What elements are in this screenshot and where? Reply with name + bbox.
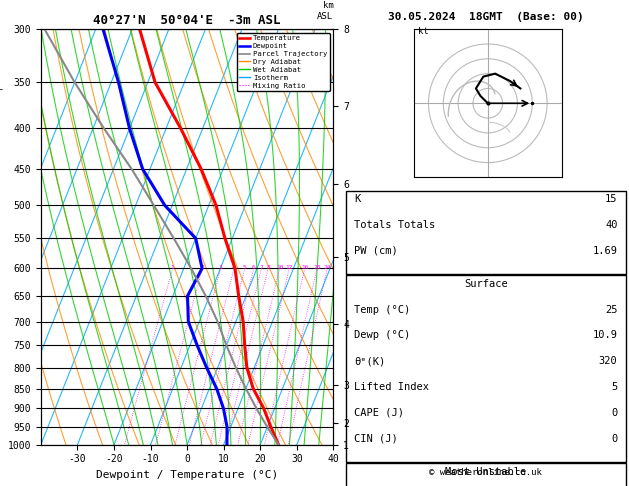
Text: Most Unstable: Most Unstable — [445, 467, 526, 477]
Text: 1.69: 1.69 — [593, 246, 618, 256]
Text: PW (cm): PW (cm) — [354, 246, 398, 256]
Title: 40°27'N  50°04'E  -3m ASL: 40°27'N 50°04'E -3m ASL — [93, 14, 281, 27]
Text: 3: 3 — [219, 265, 223, 271]
Bar — [346, 463, 626, 486]
X-axis label: Dewpoint / Temperature (°C): Dewpoint / Temperature (°C) — [96, 470, 278, 480]
Text: 24: 24 — [323, 265, 331, 271]
Y-axis label: hPa: hPa — [0, 227, 2, 247]
Text: 320: 320 — [599, 356, 618, 366]
Legend: Temperature, Dewpoint, Parcel Trajectory, Dry Adiabat, Wet Adiabat, Isotherm, Mi: Temperature, Dewpoint, Parcel Trajectory… — [237, 33, 330, 91]
Text: km
ASL: km ASL — [317, 1, 333, 21]
Text: 16: 16 — [301, 265, 308, 271]
Text: K: K — [354, 194, 360, 205]
Bar — [346, 191, 626, 274]
Text: 4: 4 — [232, 265, 236, 271]
Text: 25: 25 — [605, 305, 618, 315]
Text: CAPE (J): CAPE (J) — [354, 408, 404, 418]
Text: 2: 2 — [201, 265, 204, 271]
Text: Lifted Index: Lifted Index — [354, 382, 429, 392]
Text: 5: 5 — [243, 265, 247, 271]
Text: θᵉ(K): θᵉ(K) — [354, 356, 386, 366]
Text: 0: 0 — [611, 408, 618, 418]
Text: 1: 1 — [170, 265, 174, 271]
Text: 8: 8 — [266, 265, 270, 271]
Text: 6: 6 — [252, 265, 255, 271]
Bar — [346, 275, 626, 462]
Text: CIN (J): CIN (J) — [354, 434, 398, 444]
Text: 30.05.2024  18GMT  (Base: 00): 30.05.2024 18GMT (Base: 00) — [388, 12, 584, 22]
Text: Dewp (°C): Dewp (°C) — [354, 330, 411, 341]
Text: 0: 0 — [611, 434, 618, 444]
Text: Surface: Surface — [464, 279, 508, 289]
Text: 5: 5 — [611, 382, 618, 392]
Text: 40: 40 — [605, 220, 618, 230]
Text: 10: 10 — [276, 265, 284, 271]
Text: LCL: LCL — [0, 83, 3, 92]
Text: 12: 12 — [286, 265, 293, 271]
Text: kt: kt — [418, 27, 429, 35]
Text: © weatheronline.co.uk: © weatheronline.co.uk — [430, 468, 542, 477]
Text: 7: 7 — [260, 265, 264, 271]
Text: 15: 15 — [605, 194, 618, 205]
Text: Temp (°C): Temp (°C) — [354, 305, 411, 315]
Text: 20: 20 — [313, 265, 321, 271]
Text: 10.9: 10.9 — [593, 330, 618, 341]
Text: Totals Totals: Totals Totals — [354, 220, 435, 230]
